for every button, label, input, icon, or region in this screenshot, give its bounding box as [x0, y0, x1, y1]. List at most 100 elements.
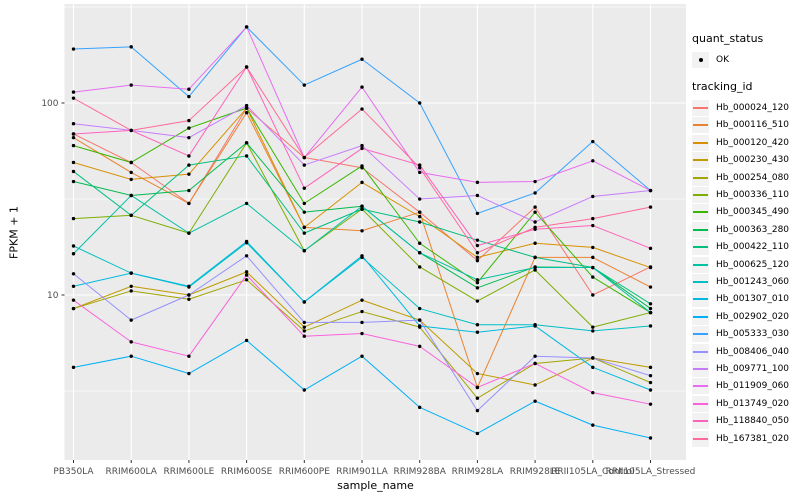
data-point [591, 293, 595, 297]
data-point [71, 122, 76, 126]
x-axis-title: sample_name [337, 479, 414, 492]
data-point [71, 47, 76, 51]
data-point [360, 254, 364, 258]
data-point [591, 216, 595, 221]
legend-item-label: Hb_000363_280 [716, 224, 790, 235]
data-point [187, 163, 191, 167]
data-point [418, 324, 422, 328]
data-point [475, 280, 480, 285]
data-point [71, 252, 76, 256]
data-point [187, 172, 191, 176]
data-point [648, 388, 653, 392]
data-point [360, 146, 364, 151]
data-point [533, 210, 537, 214]
data-point [244, 106, 249, 110]
data-point [475, 371, 480, 376]
data-point [648, 380, 653, 385]
data-point [187, 354, 191, 358]
legend-item-quant-status: OK [692, 51, 800, 68]
data-point [418, 170, 422, 175]
y-axis-title: FPKM + 1 [7, 206, 21, 259]
data-point [475, 408, 480, 413]
data-point [71, 143, 76, 148]
data-point [418, 220, 422, 224]
data-point [187, 284, 191, 288]
legend-item-Hb_118840_050: Hb_118840_050 [692, 412, 800, 430]
data-point [418, 163, 422, 167]
data-point [71, 298, 76, 302]
line-swatch-icon [692, 256, 709, 273]
data-point [71, 284, 76, 288]
legend-item-Hb_000116_510: Hb_000116_510 [692, 117, 800, 134]
legend-item-label: Hb_000116_510 [716, 120, 790, 131]
data-point [244, 154, 249, 158]
data-point [71, 160, 76, 165]
data-point [418, 344, 422, 349]
data-point [648, 265, 653, 270]
legend-title-quant-status: quant_status [692, 32, 764, 45]
legend-title-tracking-id: tracking_id [692, 80, 753, 94]
data-point [475, 286, 480, 290]
line-swatch-icon [692, 134, 709, 151]
data-point [418, 166, 422, 170]
data-point [475, 243, 480, 248]
line-swatch-icon [692, 291, 709, 308]
legend-item-Hb_000024_120: Hb_000024_120 [692, 99, 800, 117]
data-point [418, 210, 422, 214]
panel-background [64, 4, 686, 460]
legend-item-Hb_013749_020: Hb_013749_020 [692, 395, 800, 412]
data-point [129, 45, 133, 49]
data-point [187, 297, 191, 301]
line-swatch-icon [692, 273, 709, 290]
legend-item-label: Hb_000120_420 [716, 137, 790, 148]
line-swatch-icon [692, 360, 709, 377]
x-tick-label: RRIM901LA [336, 467, 388, 477]
legend-item-label: Hb_002902_020 [716, 311, 790, 322]
data-point [244, 65, 249, 69]
data-point [591, 365, 595, 370]
legend-quant-status-items: OK [692, 51, 800, 68]
data-point [591, 329, 595, 333]
legend-item-Hb_000120_420: Hb_000120_420 [692, 134, 800, 151]
line-swatch-icon [692, 152, 709, 169]
data-point [187, 231, 191, 235]
line-swatch-icon [692, 221, 709, 238]
legend-item-label: Hb_000422_110 [716, 242, 790, 253]
line-swatch-icon [692, 395, 709, 412]
data-point [418, 306, 422, 311]
data-point [244, 25, 249, 29]
data-point [302, 300, 306, 304]
y-tick-label: 10 [47, 291, 59, 301]
x-tick-label: RRII105LA_Stressed [606, 467, 696, 477]
data-point [648, 302, 653, 306]
data-point [71, 272, 76, 276]
legend-item-Hb_005333_030: Hb_005333_030 [692, 325, 800, 343]
data-point [533, 383, 537, 387]
data-point [360, 309, 364, 314]
data-point [71, 96, 76, 100]
x-tick-label: RRIM600LA [105, 467, 157, 477]
data-point [360, 143, 364, 148]
data-point [648, 310, 653, 315]
data-point [418, 197, 422, 201]
data-point [648, 324, 653, 328]
data-point [418, 241, 422, 245]
legend-item-label: Hb_013749_020 [716, 398, 790, 409]
data-point [360, 57, 364, 61]
data-point [360, 320, 364, 325]
data-point [302, 225, 306, 230]
data-point [129, 170, 133, 175]
data-point [360, 107, 364, 111]
point-marker-icon [692, 51, 709, 68]
line-swatch-icon [692, 378, 709, 395]
data-point [418, 214, 422, 219]
data-point [187, 201, 191, 206]
legend-item-label: Hb_008406_040 [716, 346, 790, 357]
line-swatch-icon [692, 100, 709, 117]
data-point [648, 373, 653, 378]
x-tick-label: RRII105LA_Control [551, 467, 634, 477]
x-tick-label: RRIM600LE [163, 467, 214, 477]
x-tick-label: RRIM928LE [510, 467, 561, 477]
data-point [533, 361, 537, 366]
